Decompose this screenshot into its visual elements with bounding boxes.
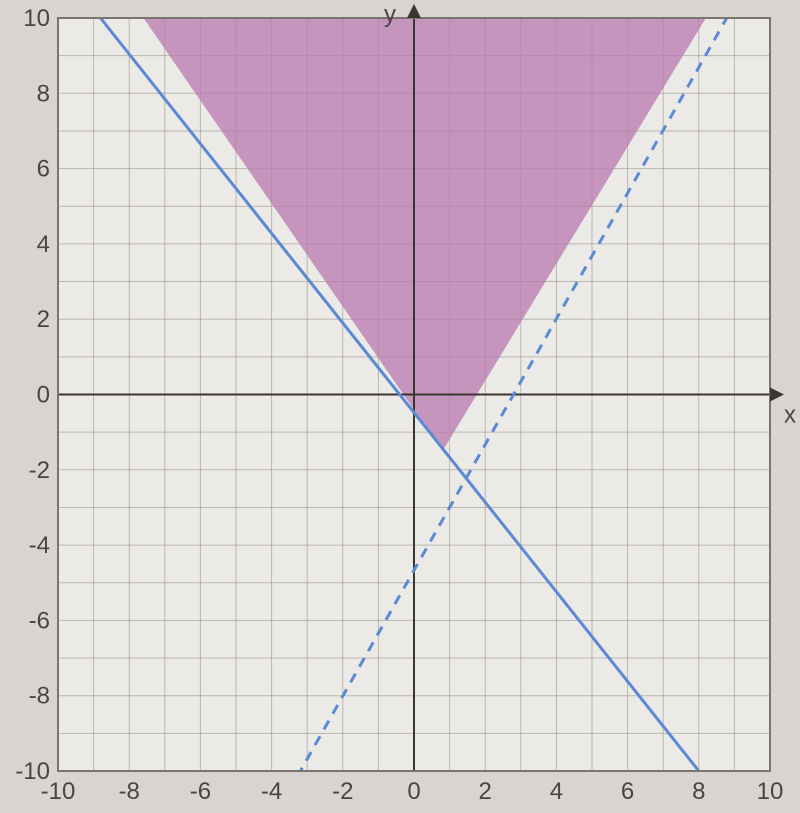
y-tick-label: 8 bbox=[37, 80, 50, 107]
x-tick-label: 4 bbox=[550, 778, 563, 805]
y-tick-label: 2 bbox=[37, 306, 50, 333]
y-tick-label: 10 bbox=[23, 5, 50, 32]
x-tick-label: -2 bbox=[332, 778, 353, 805]
y-axis-label: y bbox=[384, 1, 396, 28]
coordinate-plane-chart: -10-8-6-4-20246810-10-8-6-4-20246810yx bbox=[0, 0, 800, 813]
y-tick-label: 4 bbox=[37, 231, 50, 258]
x-tick-label: 8 bbox=[692, 778, 705, 805]
y-tick-label: -4 bbox=[29, 532, 50, 559]
y-tick-label: -8 bbox=[29, 683, 50, 710]
chart-container: -10-8-6-4-20246810-10-8-6-4-20246810yx bbox=[0, 0, 800, 813]
x-tick-label: 10 bbox=[757, 778, 784, 805]
x-tick-label: 0 bbox=[407, 778, 420, 805]
x-tick-label: 2 bbox=[479, 778, 492, 805]
x-tick-label: -10 bbox=[41, 778, 76, 805]
x-tick-label: -4 bbox=[261, 778, 282, 805]
x-axis-label: x bbox=[784, 402, 796, 429]
x-tick-label: -8 bbox=[119, 778, 140, 805]
y-tick-label: 0 bbox=[37, 382, 50, 409]
y-tick-label: 6 bbox=[37, 156, 50, 183]
x-tick-label: 6 bbox=[621, 778, 634, 805]
y-tick-label: -6 bbox=[29, 607, 50, 634]
x-tick-label: -6 bbox=[190, 778, 211, 805]
y-tick-label: -2 bbox=[29, 457, 50, 484]
